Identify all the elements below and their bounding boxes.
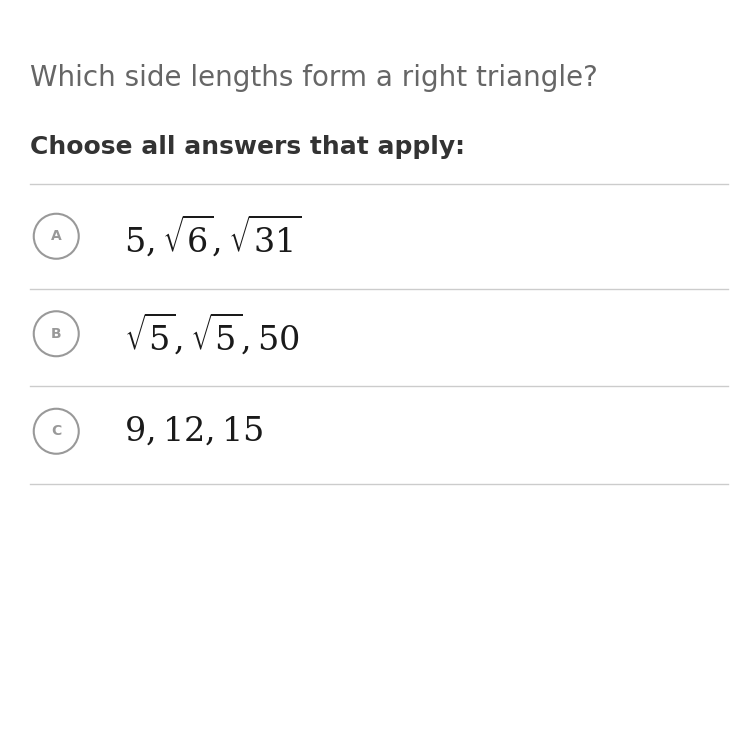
Text: Choose all answers that apply:: Choose all answers that apply: xyxy=(30,135,465,159)
Text: $5, \sqrt{6}, \sqrt{31}$: $5, \sqrt{6}, \sqrt{31}$ xyxy=(124,214,302,259)
Text: $9, 12, 15$: $9, 12, 15$ xyxy=(124,415,263,448)
Text: B: B xyxy=(51,327,62,340)
Text: C: C xyxy=(51,424,62,438)
Text: Which side lengths form a right triangle?: Which side lengths form a right triangle… xyxy=(30,64,598,92)
Text: $\sqrt{5}, \sqrt{5}, 50$: $\sqrt{5}, \sqrt{5}, 50$ xyxy=(124,311,299,356)
Text: A: A xyxy=(51,230,62,243)
